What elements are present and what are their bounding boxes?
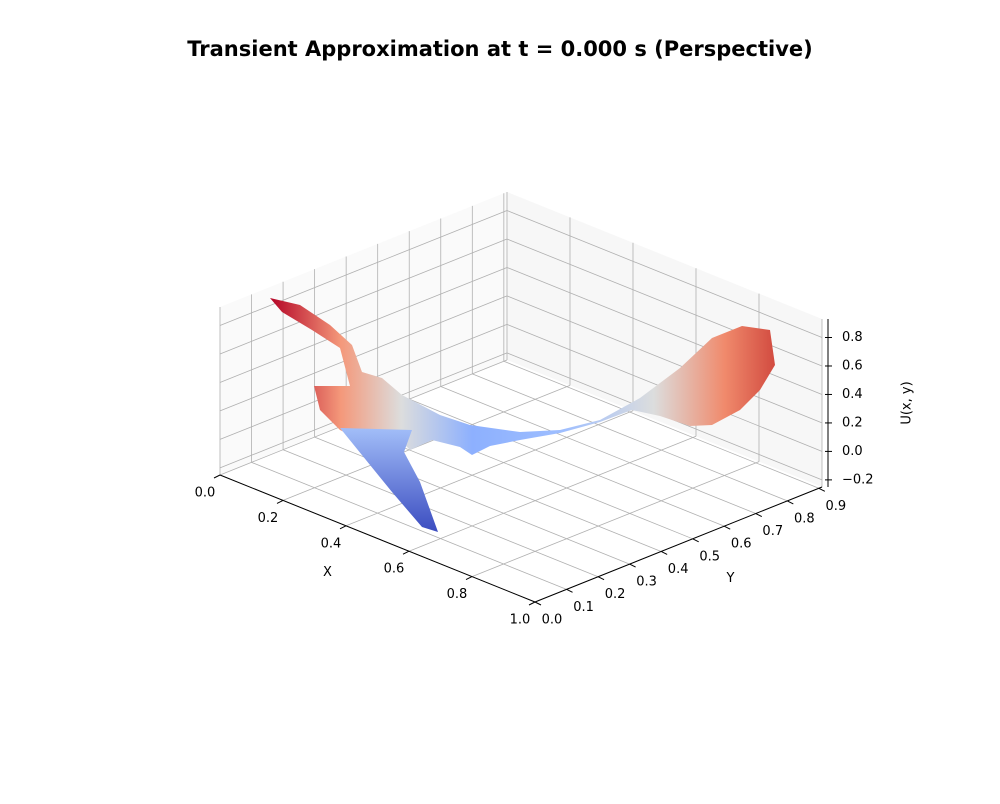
y-tick-label: 0.7	[762, 524, 783, 539]
y-tick-label: 0.9	[826, 499, 847, 514]
y-axis-label: Y	[726, 571, 735, 586]
chart-title: Transient Approximation at t = 0.000 s (…	[187, 37, 812, 61]
y-axis	[534, 486, 823, 603]
z-tick-label: 0.6	[842, 358, 863, 373]
y-tick-label: 0.3	[636, 575, 657, 590]
z-tick-label: 0.2	[842, 415, 863, 430]
grid-line	[314, 436, 630, 565]
grid-line	[440, 386, 756, 514]
y-tick-label: 0.6	[731, 537, 752, 552]
grid-line	[471, 461, 760, 577]
x-tick-label: 0.4	[321, 536, 342, 551]
grid-line	[219, 295, 508, 412]
surface	[270, 298, 775, 532]
x-tick-label: 0.2	[258, 511, 279, 526]
x-axis-label: X	[323, 565, 332, 580]
tick-mark	[660, 551, 668, 555]
tick-mark	[724, 525, 731, 530]
z-tick-label: −0.2	[842, 472, 874, 487]
y-tick-label: 0.1	[573, 600, 594, 615]
grid-line	[345, 410, 634, 527]
grid-line	[506, 210, 823, 338]
tick-mark	[339, 525, 347, 530]
grid-line	[506, 295, 823, 424]
x-tick-label: 1.0	[510, 613, 531, 628]
tick-mark	[276, 499, 284, 504]
z-tick-label: 0.4	[842, 387, 863, 402]
z-tick-label: 0.8	[842, 330, 863, 345]
grid-line	[251, 461, 567, 590]
grid-line	[409, 398, 725, 527]
axes: 0.0 0.2 0.4 0.6 0.8 1.0 0.0 0.1 0.2 0.3 0.4 0.5 0.6 0…	[195, 319, 915, 628]
tick-mark	[818, 487, 826, 492]
y-tick-label: 0.4	[668, 562, 689, 577]
tick-mark	[597, 576, 605, 581]
x-tick-label: 0.8	[447, 587, 468, 602]
x-axis	[219, 474, 536, 603]
tick-mark	[534, 601, 542, 606]
grid-line	[219, 210, 508, 326]
grid-line	[408, 435, 697, 552]
tick-mark	[787, 500, 794, 505]
grid-line	[282, 385, 571, 501]
grid-line	[503, 360, 819, 489]
surface-patch	[340, 428, 438, 532]
grid-line	[472, 373, 788, 502]
x-tick-label: 0.0	[195, 486, 216, 501]
z-axis-label: U(x, y)	[900, 381, 915, 424]
y-tick-label: 0.2	[605, 587, 626, 602]
grid-line	[219, 238, 508, 355]
tick-mark	[213, 474, 221, 479]
grid-line	[282, 449, 599, 578]
tick-mark	[755, 513, 762, 517]
z-tick-label: 0.0	[842, 444, 863, 459]
tick-mark	[402, 550, 410, 555]
tick-mark	[465, 576, 473, 581]
pane	[507, 192, 822, 487]
tick-mark	[692, 538, 699, 543]
x-tick-label: 0.6	[384, 562, 405, 577]
y-tick-label: 0.8	[794, 511, 815, 526]
pane	[220, 192, 507, 475]
tick-mark	[528, 601, 536, 606]
y-tick-label: 0.5	[699, 549, 720, 564]
y-tick-label: 0.0	[542, 613, 563, 628]
tick-mark	[629, 563, 636, 568]
tick-mark	[566, 588, 573, 593]
surface-patch	[270, 298, 775, 455]
grid-line	[219, 267, 508, 383]
